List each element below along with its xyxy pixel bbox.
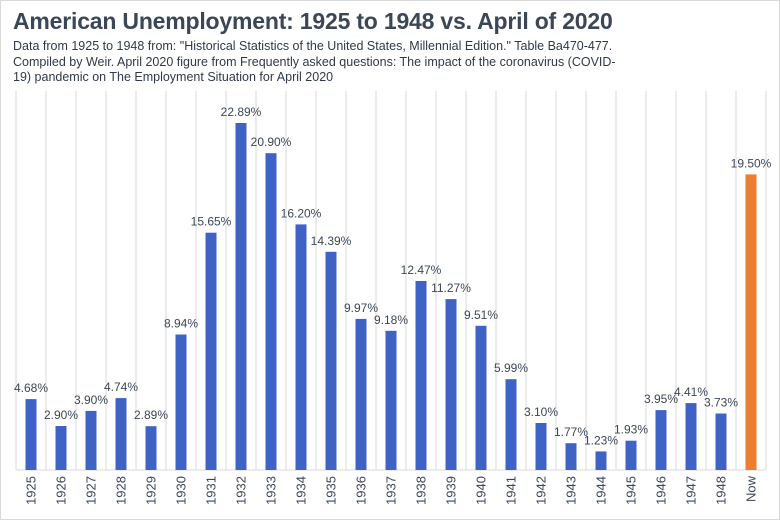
bar-1937	[385, 330, 397, 470]
tick-label-1940: 1940	[474, 476, 489, 505]
bar-1931	[205, 232, 217, 470]
tick-label-1936: 1936	[354, 476, 369, 505]
tick-label-1928: 1928	[114, 476, 129, 505]
data-label-1925: 4.68%	[14, 381, 48, 395]
data-label-1936: 9.97%	[344, 301, 378, 315]
tick-label-1926: 1926	[54, 476, 69, 505]
bar-1945	[625, 440, 637, 470]
bar-1946	[655, 410, 667, 470]
tick-label-1929: 1929	[144, 476, 159, 505]
data-label-1939: 11.27%	[431, 281, 471, 295]
data-label-1927: 3.90%	[74, 393, 108, 407]
data-label-now: 19.50%	[731, 156, 772, 170]
bar-1934	[295, 224, 307, 470]
data-labels: 4.68% 2.90%3.90%4.74% 2.89% 8.94% 15.65% 22.8…	[14, 105, 772, 447]
data-label-1946: 3.95%	[644, 392, 678, 406]
tick-label-1927: 1927	[84, 476, 99, 505]
bar-1944	[595, 451, 607, 470]
data-label-1943: 1.77%	[554, 425, 588, 439]
bar-1930	[175, 334, 187, 470]
bar-1947	[685, 403, 697, 470]
bar-1932	[235, 123, 247, 470]
bar-1940	[475, 325, 487, 470]
data-label-1942: 3.10%	[524, 405, 558, 419]
data-label-1928: 4.74%	[104, 380, 138, 394]
bar-1936	[355, 318, 367, 470]
data-label-1947: 4.41%	[674, 385, 708, 399]
bar-1938	[415, 281, 427, 470]
tick-label-now: Now	[744, 475, 759, 502]
bar-1926	[55, 426, 67, 470]
bar-1943	[565, 443, 577, 470]
tick-label-1931: 1931	[204, 476, 219, 505]
bar-1933	[265, 153, 277, 470]
data-label-1931: 15.65%	[191, 215, 232, 229]
tick-label-1947: 1947	[684, 476, 699, 505]
data-label-1948: 3.73%	[704, 396, 738, 410]
data-label-1926: 2.90%	[44, 408, 78, 422]
tick-label-1944: 1944	[594, 476, 609, 505]
chart-subtitle: Data from 1925 to 1948 from: "Historical…	[13, 39, 616, 84]
tick-label-1945: 1945	[624, 476, 639, 505]
chart-title: American Unemployment: 1925 to 1948 vs. …	[13, 8, 613, 34]
tick-label-1942: 1942	[534, 476, 549, 505]
tick-label-1941: 1941	[504, 476, 519, 505]
data-label-1937: 9.18%	[374, 313, 408, 327]
tick-label-1939: 1939	[444, 476, 459, 505]
data-label-1935: 14.39%	[311, 234, 352, 248]
tick-label-1937: 1937	[384, 476, 399, 505]
bar-now	[745, 174, 757, 470]
tick-label-1943: 1943	[564, 476, 579, 505]
data-label-1940: 9.51%	[464, 308, 498, 322]
tick-label-1938: 1938	[414, 476, 429, 505]
bar-1939	[445, 299, 457, 470]
tick-label-1946: 1946	[654, 476, 669, 505]
data-label-1944: 1.23%	[584, 433, 618, 447]
tick-label-1934: 1934	[294, 476, 309, 505]
tick-label-1925: 1925	[24, 476, 39, 505]
bar-1948	[715, 413, 727, 470]
bar-1925	[25, 399, 37, 470]
data-label-1941: 5.99%	[494, 361, 528, 375]
bar-1929	[145, 426, 157, 470]
tick-label-1930: 1930	[174, 476, 189, 505]
x-axis-tick-labels: 1925 1926 1927 1928 1929 1930 1931 1932 1933 1934…	[24, 475, 759, 505]
data-label-1929: 2.89%	[134, 408, 168, 422]
tick-label-1948: 1948	[714, 476, 729, 505]
data-label-1933: 20.90%	[251, 135, 292, 149]
data-label-1934: 16.20%	[281, 206, 322, 220]
data-label-1930: 8.94%	[164, 317, 198, 331]
tick-label-1932: 1932	[234, 476, 249, 505]
gridlines	[15, 91, 767, 471]
bar-1927	[85, 410, 97, 470]
data-label-1932: 22.89%	[221, 105, 262, 119]
bar-1942	[535, 423, 547, 470]
data-label-1945: 1.93%	[614, 423, 648, 437]
bar-1941	[505, 379, 517, 470]
tick-label-1933: 1933	[264, 476, 279, 505]
tick-label-1935: 1935	[324, 476, 339, 505]
bar-1935	[325, 251, 337, 470]
bar-1928	[115, 398, 127, 470]
bars	[25, 123, 757, 470]
data-label-1938: 12.47%	[401, 263, 442, 277]
